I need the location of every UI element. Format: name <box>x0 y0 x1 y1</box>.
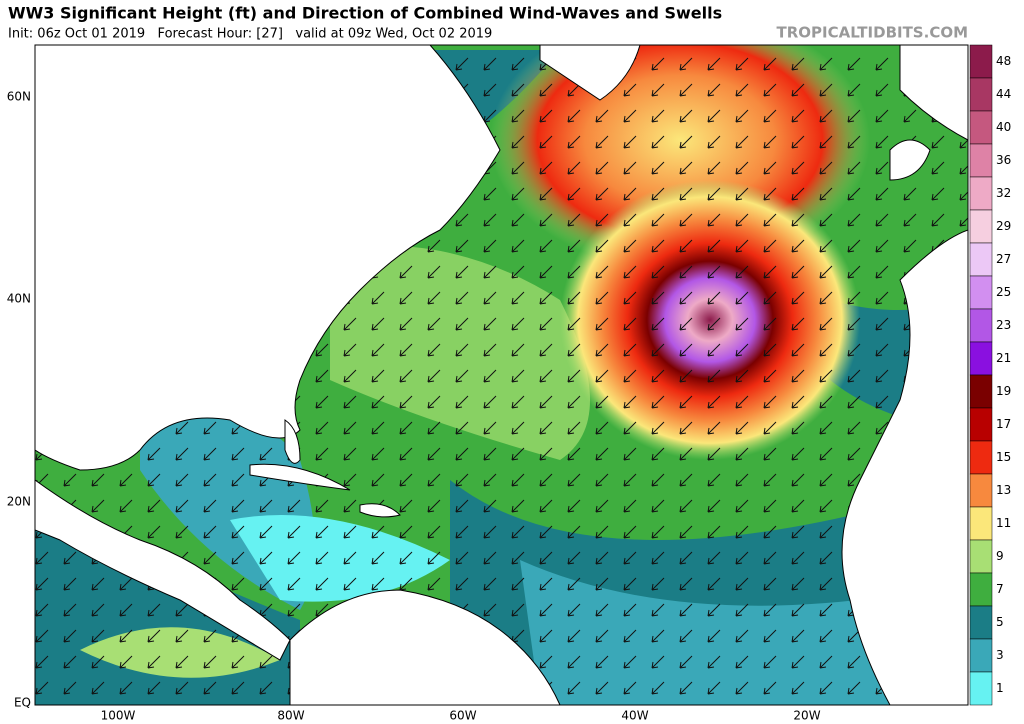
colorbar-label: 11 <box>996 516 1011 530</box>
colorbar-label: 15 <box>996 450 1011 464</box>
colorbar-cell <box>969 77 993 112</box>
colorbar-label: 23 <box>996 318 1011 332</box>
colorbar-cell <box>969 44 993 79</box>
colorbar-cell <box>969 539 993 574</box>
title: WW3 Significant Height (ft) and Directio… <box>8 4 722 23</box>
greenland <box>539 45 641 101</box>
north-america <box>35 45 501 471</box>
colorbar-label: 5 <box>996 615 1004 629</box>
europe-africa <box>841 45 968 705</box>
colorbar-label: 17 <box>996 417 1011 431</box>
colorbar-cell <box>969 242 993 277</box>
longitude-label: 20W <box>793 709 820 723</box>
south-america <box>289 589 561 705</box>
watermark: TROPICALTIDBITS.COM <box>777 24 969 42</box>
colorbar-label: 19 <box>996 384 1011 398</box>
colorbar-cell <box>969 275 993 310</box>
colorbar-label: 29 <box>996 219 1011 233</box>
colorbar-label: 44 <box>996 87 1011 101</box>
colorbar-cell <box>969 308 993 343</box>
colorbar-label: 3 <box>996 648 1004 662</box>
latitude-label: EQ <box>14 696 31 710</box>
colorbar-cell <box>969 506 993 541</box>
latitude-label: 40N <box>7 292 31 306</box>
map <box>35 45 968 705</box>
colorbar-cell <box>969 440 993 475</box>
colorbar-cell <box>969 374 993 409</box>
colorbar-label: 7 <box>996 582 1004 596</box>
colorbar: 48 44 40 36 32 29 27 25 23 21 19 17 15 13 11 9 7 5 3 1 <box>969 44 1011 706</box>
map-frame <box>34 44 969 706</box>
cuba <box>249 463 351 491</box>
colorbar-label: 32 <box>996 186 1011 200</box>
longitude-label: 80W <box>277 709 304 723</box>
colorbar-cell <box>969 407 993 442</box>
colorbar-cell <box>969 110 993 145</box>
florida <box>284 419 301 464</box>
colorbar-label: 48 <box>996 54 1011 68</box>
colorbar-cell <box>969 572 993 607</box>
colorbar-label: 27 <box>996 252 1011 266</box>
colorbar-cell <box>969 209 993 244</box>
longitude-label: 100W <box>101 709 136 723</box>
colorbar-cell <box>969 605 993 640</box>
latitude-label: 60N <box>7 90 31 104</box>
hispaniola <box>359 503 401 518</box>
colorbar-label: 9 <box>996 549 1004 563</box>
colorbar-cell <box>969 638 993 673</box>
subtitle: Init: 06z Oct 01 2019 Forecast Hour: [27… <box>8 27 492 42</box>
colorbar-label: 40 <box>996 120 1011 134</box>
colorbar-label: 1 <box>996 681 1004 695</box>
colorbar-label: 13 <box>996 483 1011 497</box>
latitude-label: 20N <box>7 495 31 509</box>
colorbar-cell <box>969 341 993 376</box>
uk-ireland <box>889 139 931 181</box>
colorbar-cell <box>969 143 993 178</box>
axis-labels: 60N 40N 20N EQ 100W 80W 60W 40W 20W <box>7 90 821 723</box>
longitude-label: 40W <box>621 709 648 723</box>
colorbar-label: 25 <box>996 285 1011 299</box>
colorbar-cell <box>969 473 993 508</box>
central-america <box>35 479 291 661</box>
colorbar-label: 21 <box>996 351 1011 365</box>
longitude-label: 60W <box>449 709 476 723</box>
colorbar-cell <box>969 671 993 706</box>
colorbar-label: 36 <box>996 153 1011 167</box>
colorbar-cell <box>969 176 993 211</box>
